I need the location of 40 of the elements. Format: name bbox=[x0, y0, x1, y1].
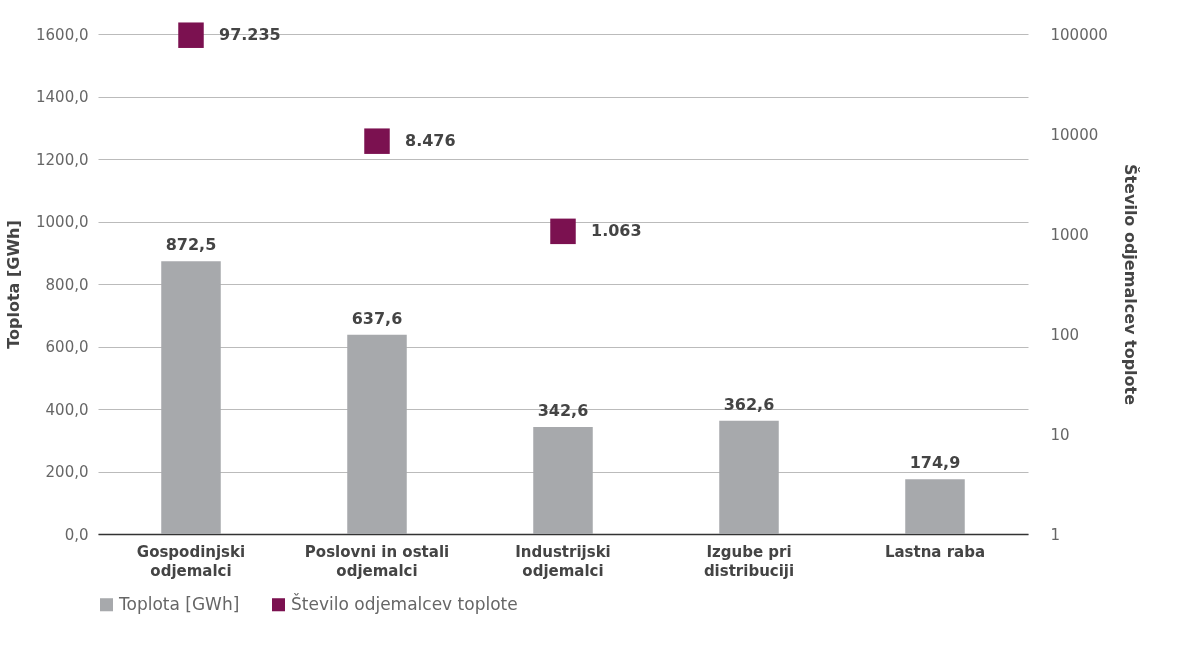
y-axis-title: Toplota [GWh] bbox=[4, 220, 24, 349]
y-tick-label: 400,0 bbox=[45, 400, 89, 419]
data-label: 362,6 bbox=[723, 394, 775, 414]
bar bbox=[719, 420, 779, 534]
y2-tick-label: 1000 bbox=[1050, 225, 1089, 244]
data-label: 342,6 bbox=[537, 400, 589, 420]
bar bbox=[347, 334, 407, 534]
x-tick-label: Lastna raba bbox=[884, 542, 986, 561]
x-tick-label: Poslovni in ostali odjemalci bbox=[304, 542, 450, 580]
data-label: 1.063 bbox=[591, 221, 642, 241]
point bbox=[550, 218, 576, 245]
bar bbox=[533, 426, 593, 534]
x-tick-label: Gospodinjski odjemalci bbox=[136, 542, 246, 580]
y-tick-label: 1600,0 bbox=[36, 25, 89, 44]
y-tick-label: 1000,0 bbox=[36, 213, 89, 231]
bar bbox=[905, 479, 965, 534]
x-tick-label: Industrijski odjemalci bbox=[515, 542, 611, 580]
y-tick-label: 600,0 bbox=[45, 338, 89, 356]
data-label: 97.235 bbox=[219, 25, 281, 45]
legend-label: Toplota [GWh] bbox=[118, 593, 240, 614]
y2-tick-label: 10 bbox=[1050, 425, 1070, 444]
y2-axis-title: Število odjemalcev toplote bbox=[1120, 163, 1140, 406]
x-tick-label: Izgube pri distribuciji bbox=[703, 542, 795, 580]
legend-label: Število odjemalcev toplote bbox=[291, 592, 518, 614]
data-label: 8.476 bbox=[405, 131, 456, 151]
point bbox=[364, 128, 390, 154]
y2-tick-label: 1 bbox=[1050, 525, 1061, 544]
data-label: 637,6 bbox=[351, 308, 403, 328]
y-tick-label: 0,0 bbox=[64, 525, 89, 544]
y2-tick-label: 100 bbox=[1050, 325, 1080, 344]
point bbox=[178, 22, 204, 48]
y-tick-label: 1400,0 bbox=[36, 88, 89, 106]
y-tick-label: 1200,0 bbox=[36, 150, 89, 169]
y-tick-label: 800,0 bbox=[45, 275, 89, 294]
bar bbox=[161, 261, 221, 534]
data-label: 872,5 bbox=[165, 235, 217, 255]
data-label: 174,9 bbox=[909, 453, 961, 473]
y2-tick-label: 10000 bbox=[1050, 125, 1099, 144]
y2-tick-label: 100000 bbox=[1050, 25, 1108, 44]
y-tick-label: 200,0 bbox=[45, 463, 89, 481]
